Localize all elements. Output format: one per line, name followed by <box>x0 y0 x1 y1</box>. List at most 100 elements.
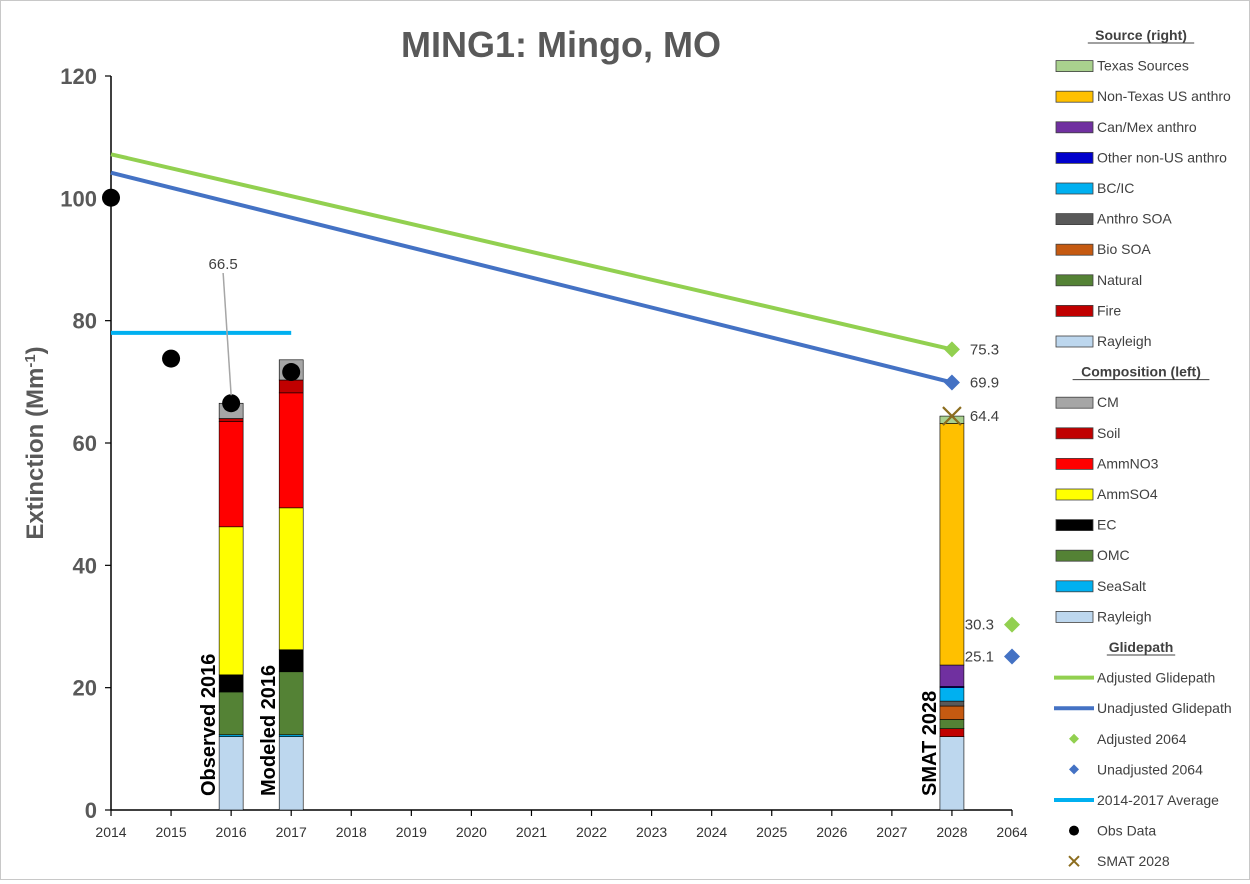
legend-swatch-ec <box>1055 519 1094 531</box>
legend-item-label: Adjusted Glidepath <box>1097 670 1215 686</box>
legend-item-label: BC/IC <box>1097 180 1134 196</box>
legend-item-label: Bio SOA <box>1097 241 1151 257</box>
unadjusted-2028-marker <box>943 374 960 391</box>
y-tick-label: 60 <box>73 431 97 456</box>
x-tick-label: 2014 <box>95 824 126 840</box>
smat-cross-stroke <box>942 406 962 426</box>
x-tick-label: 2015 <box>155 824 186 840</box>
legend-diamond-unadjusted <box>1069 764 1079 775</box>
x-tick-label: 2022 <box>576 824 607 840</box>
legend-swatch-ammso4 <box>1055 488 1094 501</box>
y-tick-label: 0 <box>85 798 97 823</box>
legend-swatch-omc <box>1055 549 1094 562</box>
y-tick-label: 40 <box>73 553 97 578</box>
legend-item-label: Other non-US anthro <box>1097 149 1227 165</box>
legend-swatch-non-texas-us <box>1055 90 1094 103</box>
obs-data-point <box>102 188 120 207</box>
legend-cross-smat <box>1068 855 1080 867</box>
y-tick-label: 80 <box>73 309 97 334</box>
legend-swatch-bio-soa <box>1055 243 1094 256</box>
bar-segment-ec <box>218 674 244 693</box>
bar-segment-soil <box>218 418 244 422</box>
smat-2028-bar-label: SMAT 2028 <box>919 691 941 796</box>
x-tick-label: 2023 <box>636 824 667 840</box>
legend-item-label: AmmSO4 <box>1097 486 1158 502</box>
legend-item-label: EC <box>1097 517 1116 533</box>
x-tick-label: 2025 <box>756 824 787 840</box>
x-tick-label: 2024 <box>696 824 727 840</box>
legend-swatch-canmex <box>1055 121 1094 134</box>
bar-segment-ammso4 <box>278 507 304 651</box>
legend-swatch-bcic <box>1055 182 1094 195</box>
legend-item-label: AmmNO3 <box>1097 455 1159 471</box>
legend-item-label: SeaSalt <box>1097 578 1146 594</box>
legend-item-label: SMAT 2028 <box>1097 853 1170 869</box>
obs-data-point <box>282 363 301 382</box>
legend-item-label: Rayleigh <box>1097 608 1151 624</box>
chart-title: MING1: Mingo, MO <box>401 24 721 65</box>
bar-segment-anthro-soa <box>939 700 965 707</box>
legend: Source (right) Texas Sources Non-Texas US … <box>1054 27 1232 869</box>
legend-item-label: Obs Data <box>1097 823 1156 839</box>
plot-area: 0 20 40 60 80 100 120 Extinction (Mm-1) 2014 2015… <box>22 64 1028 840</box>
observed-2016-bar <box>218 402 244 811</box>
obs-2016-leader-line <box>222 272 232 396</box>
smat-2028-bar <box>939 415 965 811</box>
x-tick-label: 2018 <box>336 824 367 840</box>
obs-data-point <box>222 394 241 413</box>
bar-segment-natural <box>939 719 965 729</box>
x-tick-label: 2026 <box>816 824 847 840</box>
modeled-2016-bar <box>278 359 304 811</box>
bar-segment-rayleigh <box>218 736 244 811</box>
unadjusted-2028-annotation: 69.9 <box>970 374 999 391</box>
legend-swatch-fire <box>1055 304 1094 317</box>
x-tick-label: 2064 <box>996 824 1027 840</box>
legend-swatch-natural <box>1055 274 1094 287</box>
legend-swatch-anthro-soa <box>1055 213 1094 226</box>
legend-item-label: Non-Texas US anthro <box>1097 88 1231 104</box>
adjusted-2028-annotation: 75.3 <box>970 341 999 358</box>
x-tick-label: 2021 <box>516 824 547 840</box>
legend-source-header: Source (right) <box>1095 27 1187 43</box>
bar-segment-canmex <box>939 664 965 687</box>
legend-swatch-rayleigh <box>1055 335 1094 348</box>
adjusted-glidepath-line <box>110 152 953 352</box>
bar-segment-omc <box>218 691 244 736</box>
adjusted-2064-marker <box>1004 616 1020 633</box>
modeled-2016-label: Modeled 2016 <box>258 665 280 796</box>
obs-data-point <box>162 349 181 368</box>
bar-segment-bio-soa <box>939 705 965 720</box>
legend-swatch-texas <box>1055 60 1094 72</box>
legend-item-label: Can/Mex anthro <box>1097 119 1197 135</box>
bar-segment-non-texas-us <box>939 423 965 666</box>
bar-segment-ammso4 <box>218 526 244 676</box>
legend-item-label: Unadjusted Glidepath <box>1097 700 1232 716</box>
legend-item-label: Texas Sources <box>1097 58 1189 74</box>
legend-composition-header: Composition (left) <box>1081 364 1201 380</box>
x-tick-label: 2017 <box>276 824 307 840</box>
adjusted-2028-marker <box>943 341 960 358</box>
legend-swatch-ammno3 <box>1055 457 1094 470</box>
unadjusted-2064-marker <box>1004 648 1020 665</box>
legend-item-label: Unadjusted 2064 <box>1097 761 1203 777</box>
legend-swatch-other-non-us <box>1055 151 1094 164</box>
unadjusted-glidepath-line <box>110 170 953 385</box>
y-axis-label-main: Extinction (Mm <box>22 368 49 540</box>
legend-item-label: 2014-2017 Average <box>1097 792 1219 808</box>
bar-segment-omc <box>278 671 304 736</box>
bar-segment-ec <box>278 649 304 673</box>
legend-item-label: OMC <box>1097 547 1130 563</box>
adjusted-2064-annotation: 30.3 <box>965 617 994 634</box>
legend-item-label: Rayleigh <box>1097 333 1151 349</box>
legend-swatch-cm <box>1055 396 1094 409</box>
bar-segment-rayleigh <box>939 736 965 811</box>
observed-2016-label: Observed 2016 <box>198 654 220 796</box>
unadjusted-2064-annotation: 25.1 <box>965 648 994 665</box>
bar-segment-rayleigh <box>278 736 304 811</box>
x-tick-label: 2027 <box>876 824 907 840</box>
legend-swatch-seasalt <box>1055 580 1094 593</box>
legend-item-label: CM <box>1097 394 1119 410</box>
obs-2016-annotation: 66.5 <box>209 256 238 273</box>
